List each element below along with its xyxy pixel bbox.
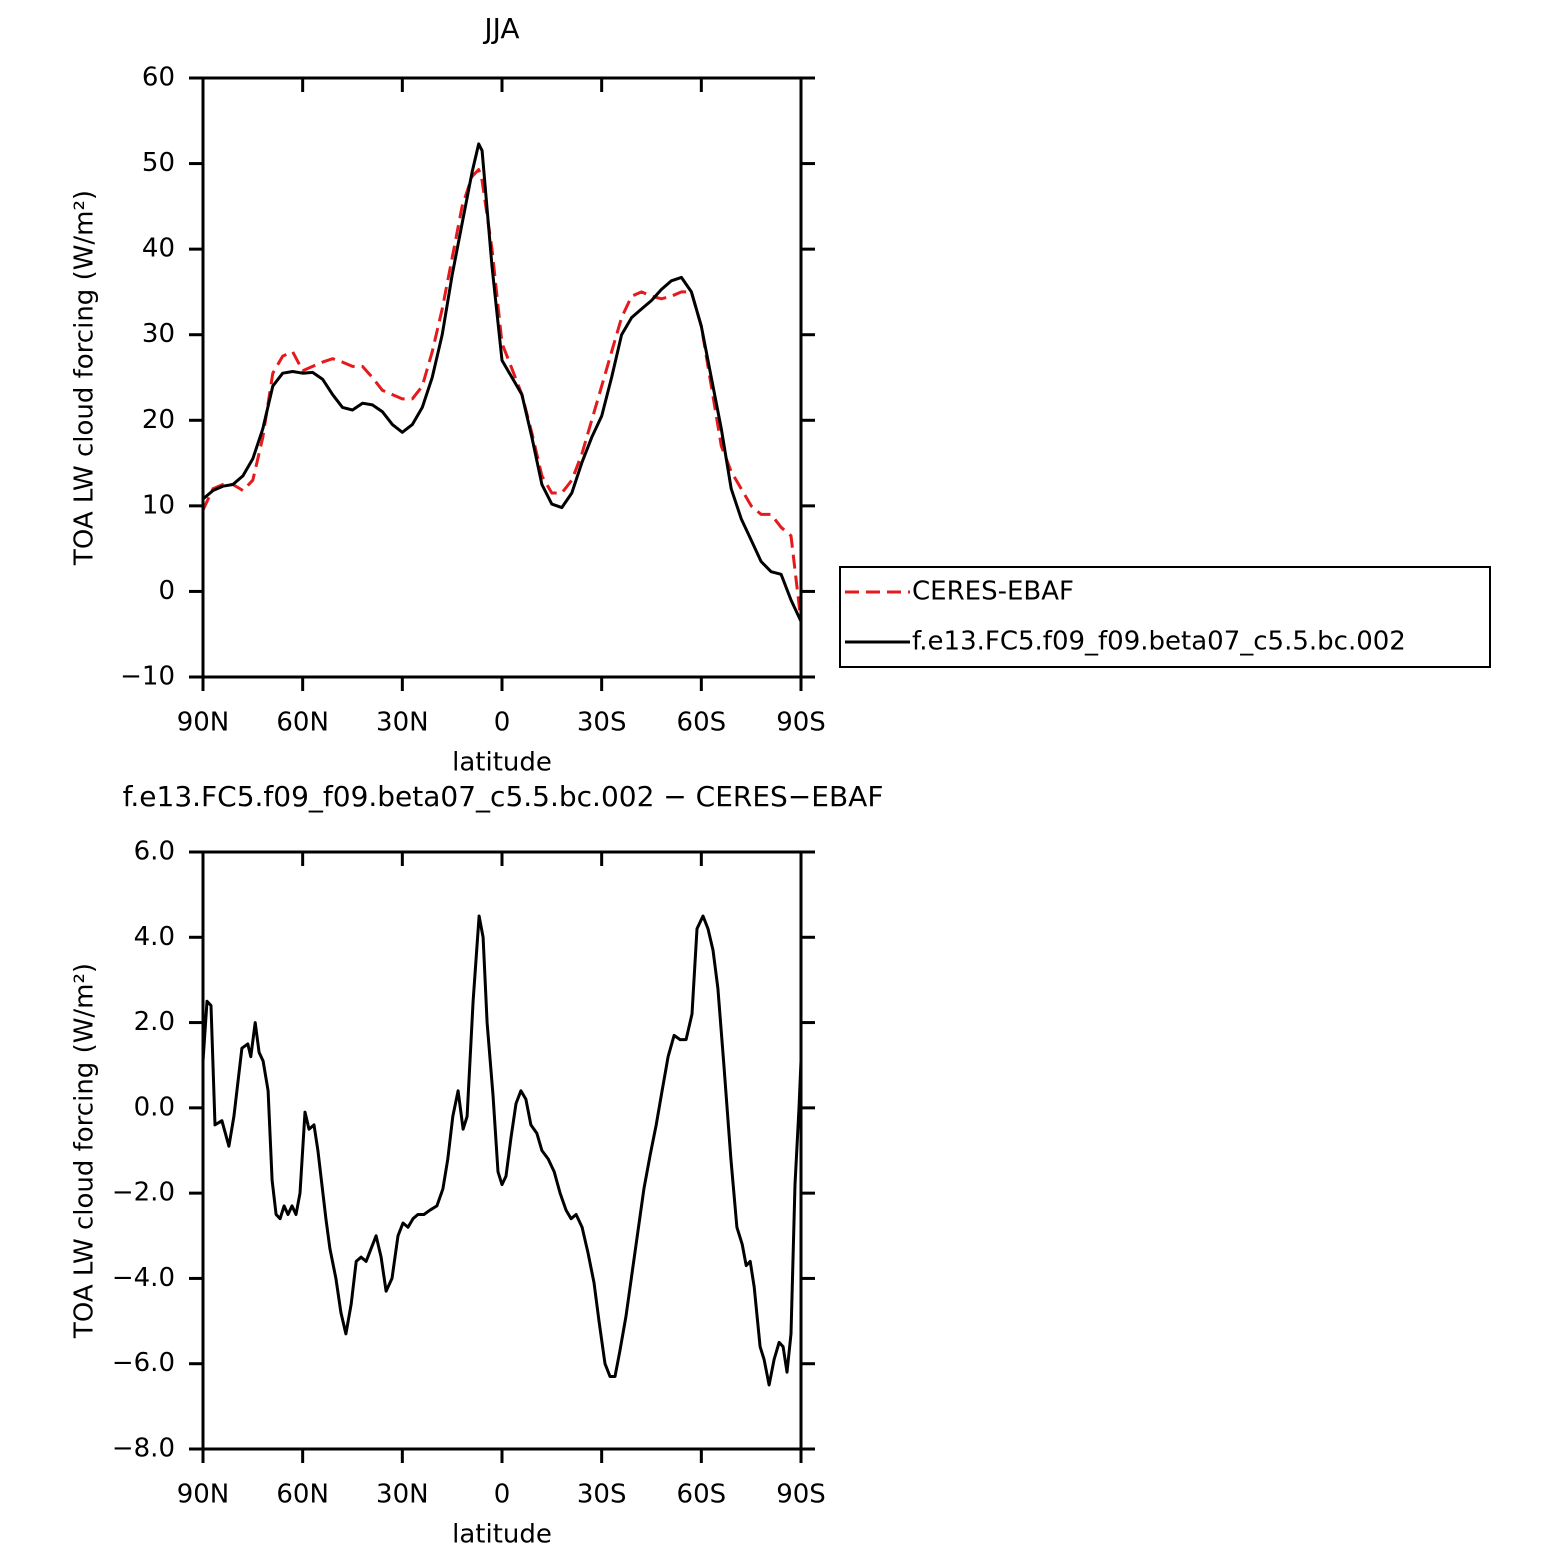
- y-tick-label: 2.0: [134, 1007, 175, 1037]
- x-tick-label: 30S: [577, 1480, 627, 1510]
- x-tick-label: 90S: [776, 708, 826, 738]
- y-tick-label: −2.0: [112, 1178, 175, 1208]
- x-tick-label: 90N: [177, 708, 230, 738]
- x-tick-label: 30N: [376, 708, 429, 738]
- x-tick-label: 60S: [677, 1480, 727, 1510]
- x-tick-label: 90N: [177, 1480, 230, 1510]
- y-tick-label: 0: [158, 576, 175, 606]
- x-tick-label: 30N: [376, 1480, 429, 1510]
- data-line: [201, 914, 803, 1387]
- x-tick-label: 30S: [577, 708, 627, 738]
- y-tick-label: 30: [142, 319, 175, 349]
- x-tick-label: 0: [494, 1480, 511, 1510]
- y-tick-label: 6.0: [134, 837, 175, 867]
- y-tick-label: 4.0: [134, 922, 175, 952]
- chart-title: f.e13.FC5.f09_f09.beta07_c5.5.bc.002 − C…: [123, 780, 884, 813]
- x-tick-label: 60N: [276, 708, 329, 738]
- legend-label: CERES-EBAF: [912, 577, 1074, 607]
- legend-label: f.e13.FC5.f09_f09.beta07_c5.5.bc.002: [912, 627, 1406, 657]
- y-axis-label: TOA LW cloud forcing (W/m²): [70, 190, 100, 566]
- y-tick-label: 20: [142, 405, 175, 435]
- y-tick-label: −8.0: [112, 1434, 175, 1464]
- y-axis-label: TOA LW cloud forcing (W/m²): [70, 963, 100, 1339]
- chart-title: JJA: [482, 12, 519, 45]
- x-tick-label: 0: [494, 708, 511, 738]
- y-tick-label: −4.0: [112, 1263, 175, 1293]
- data-line: [201, 168, 803, 622]
- y-tick-label: 60: [142, 63, 175, 93]
- y-tick-label: 10: [142, 490, 175, 520]
- x-tick-label: 90S: [776, 1480, 826, 1510]
- x-tick-label: 60N: [276, 1480, 329, 1510]
- legend-box: [839, 566, 1491, 668]
- y-tick-label: 50: [142, 148, 175, 178]
- x-axis-label: latitude: [452, 1520, 552, 1550]
- y-tick-label: 40: [142, 234, 175, 264]
- x-tick-label: 60S: [677, 708, 727, 738]
- y-tick-label: 0.0: [134, 1092, 175, 1122]
- y-tick-label: −10: [120, 662, 175, 692]
- x-axis-label: latitude: [452, 748, 552, 778]
- y-tick-label: −6.0: [112, 1348, 175, 1378]
- data-line: [202, 142, 803, 623]
